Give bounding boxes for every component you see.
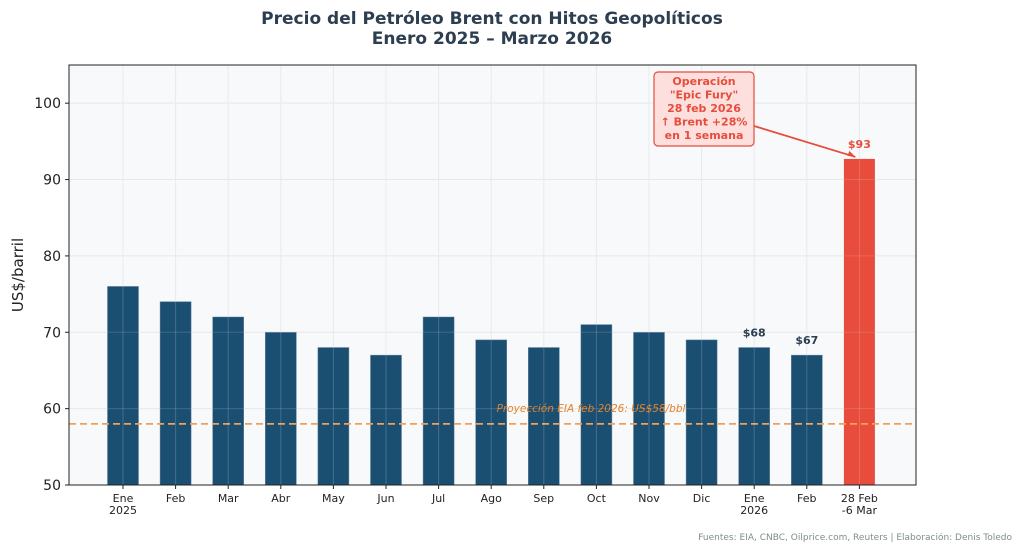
x-tick-label: Abr	[271, 492, 291, 505]
bar	[159, 301, 192, 486]
bar	[580, 324, 613, 486]
y-axis-label: US$/barril	[9, 238, 27, 312]
x-tick-label: Dic	[693, 492, 711, 505]
value-label: $68	[743, 327, 766, 340]
bar	[843, 158, 875, 485]
annotation-text: 28 feb 2026	[667, 102, 741, 115]
bar	[633, 331, 665, 486]
y-tick-label: 100	[34, 96, 61, 112]
y-tick-label: 80	[43, 249, 61, 265]
bar	[422, 316, 455, 486]
x-tick-label: Feb	[797, 492, 816, 505]
plot-frame	[68, 64, 917, 486]
annotation-arrowhead	[847, 150, 856, 157]
annotation-text: Operación	[672, 75, 735, 88]
y-tick-label: 50	[43, 478, 61, 494]
reference-line-label: Proyección EIA feb 2026: US$58/bbl	[497, 403, 686, 415]
x-tick-label: Sep	[533, 492, 554, 505]
bars	[107, 158, 875, 486]
bar	[317, 347, 350, 486]
annotation-arrow	[753, 125, 856, 158]
annotation-text: "Epic Fury"	[670, 89, 738, 102]
bar	[107, 286, 139, 486]
x-tick-label: Jul	[431, 492, 445, 505]
bar	[212, 316, 244, 486]
annotation-box	[653, 71, 755, 147]
x-tick-label: Ago	[481, 492, 503, 505]
value-label: $93	[848, 138, 871, 151]
bar	[685, 339, 718, 486]
chart-subtitle: Enero 2025 – Marzo 2026	[372, 29, 612, 49]
x-tick-label: Feb	[166, 492, 185, 505]
y-tick-label: 60	[43, 402, 61, 418]
bar	[738, 347, 771, 486]
y-tick-label: 90	[43, 173, 61, 189]
bar	[475, 339, 508, 486]
x-tick-label: Ene 2026	[740, 492, 768, 517]
x-tick-label: Ene 2025	[109, 492, 137, 517]
reference-line-group: Proyección EIA feb 2026: US$58/bbl	[69, 403, 916, 425]
bar	[790, 354, 823, 486]
x-tick-label: Mar	[218, 492, 239, 505]
chart-title: Precio del Petróleo Brent con Hitos Geop…	[261, 9, 723, 29]
value-labels: $68 $67 $93	[743, 138, 871, 347]
source-note: Fuentes: EIA, CNBC, Oilprice.com, Reuter…	[698, 532, 1012, 543]
x-tick-label: Jun	[376, 492, 394, 505]
grid-overlay	[69, 65, 916, 486]
x-tick-label: Oct	[587, 492, 607, 505]
annotation-text: ↑ Brent +28%	[661, 116, 748, 129]
bar	[527, 347, 560, 486]
value-label: $67	[795, 334, 818, 347]
x-tick-label: May	[322, 492, 345, 505]
x-tick-label: Nov	[638, 492, 660, 505]
bar	[264, 331, 297, 486]
annotation: Operación"Epic Fury"28 feb 2026↑ Brent +…	[653, 71, 856, 158]
y-axis: 50 60 70 80 90 100	[34, 96, 69, 494]
x-tick-label: 28 Feb -6 Mar	[841, 492, 878, 517]
y-tick-label: 70	[43, 325, 61, 341]
bar	[370, 354, 402, 486]
x-axis: Ene 2025 Feb Mar Abr May Jun Jul Ago Sep Oct Nov Dic…	[109, 485, 878, 517]
annotation-text: en 1 semana	[665, 129, 744, 142]
